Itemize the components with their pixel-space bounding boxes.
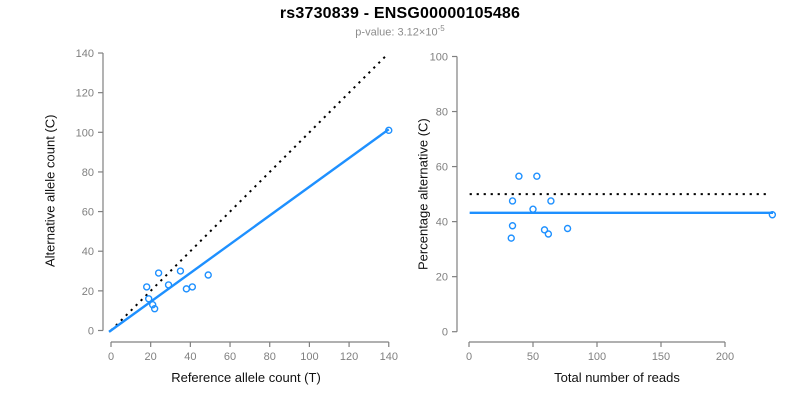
right-y-axis-title: Percentage alternative (C) [415,118,431,270]
y-tick-label: 60 [82,207,94,219]
x-tick-label: 150 [652,351,670,363]
left-plot: 0 20 40 60 80 100 120 140 0 20 40 60 80 100 120 140 [76,48,398,363]
data-point [385,126,393,135]
y-tick-label: 20 [436,272,448,284]
x-tick-label: 0 [108,351,114,363]
regression-line [108,128,390,333]
data-point [533,172,541,180]
x-tick-label: 100 [300,351,318,363]
x-tick-label: 0 [466,351,472,363]
p-value-exponent: -5 [437,24,445,33]
right-plot: 0 20 40 60 80 100 0 50 100 150 200 [430,52,777,363]
data-point [204,271,212,279]
data-point [144,295,153,303]
data-point [507,234,515,242]
left-x-axis-title: Reference allele count (T) [171,370,321,385]
data-point [164,281,173,289]
x-tick-label: 120 [340,351,358,363]
x-tick-label: 20 [145,351,157,363]
page-title: rs3730839 - ENSG00000105486 [279,5,521,22]
x-tick-label: 50 [527,351,539,363]
data-point [768,211,777,219]
data-point [544,230,553,238]
p-value-subtitle: p-value: 3.12×10-5 [0,24,800,39]
y-tick-label: 60 [436,162,448,174]
right-x-axis-title: Total number of reads [554,370,680,385]
y-tick-label: 0 [442,327,448,339]
data-point [547,197,555,205]
x-tick-label: 40 [184,351,196,363]
p-value-text: p-value: 3.12×10 [355,26,438,39]
x-tick-label: 200 [716,351,734,363]
y-tick-label: 100 [76,127,94,139]
data-point [150,304,159,313]
x-tick-label: 100 [588,351,606,363]
data-point [508,197,517,205]
x-tick-label: 80 [264,351,276,363]
data-point [176,267,185,275]
data-point [154,269,163,277]
identity-line [110,54,388,332]
x-tick-label: 140 [380,351,398,363]
y-tick-label: 140 [76,48,94,60]
data-point [508,222,517,230]
data-point [515,172,523,180]
data-point [529,205,537,213]
y-tick-label: 100 [430,52,448,64]
y-tick-label: 80 [82,167,94,179]
y-tick-label: 40 [436,217,448,229]
data-point [563,224,572,233]
x-tick-label: 60 [224,351,236,363]
data-point [148,301,157,309]
y-tick-label: 120 [76,88,94,100]
data-point [540,226,549,234]
data-point [188,283,197,291]
y-tick-label: 40 [82,246,94,258]
y-tick-label: 80 [436,107,448,119]
left-y-axis-title: Alternative allele count (C) [42,114,58,268]
y-tick-label: 20 [82,286,94,298]
data-point [143,283,151,291]
data-point [182,285,191,293]
y-tick-label: 0 [88,326,94,338]
